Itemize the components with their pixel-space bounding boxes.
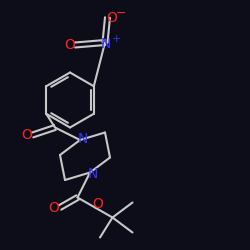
Text: N: N bbox=[77, 132, 88, 146]
Text: O: O bbox=[48, 200, 59, 214]
Text: +: + bbox=[112, 34, 121, 44]
Text: −: − bbox=[116, 7, 126, 20]
Text: N: N bbox=[101, 37, 112, 51]
Text: O: O bbox=[21, 128, 32, 142]
Text: O: O bbox=[106, 10, 117, 24]
Text: O: O bbox=[92, 197, 103, 211]
Text: O: O bbox=[64, 38, 76, 52]
Text: N: N bbox=[87, 167, 98, 181]
